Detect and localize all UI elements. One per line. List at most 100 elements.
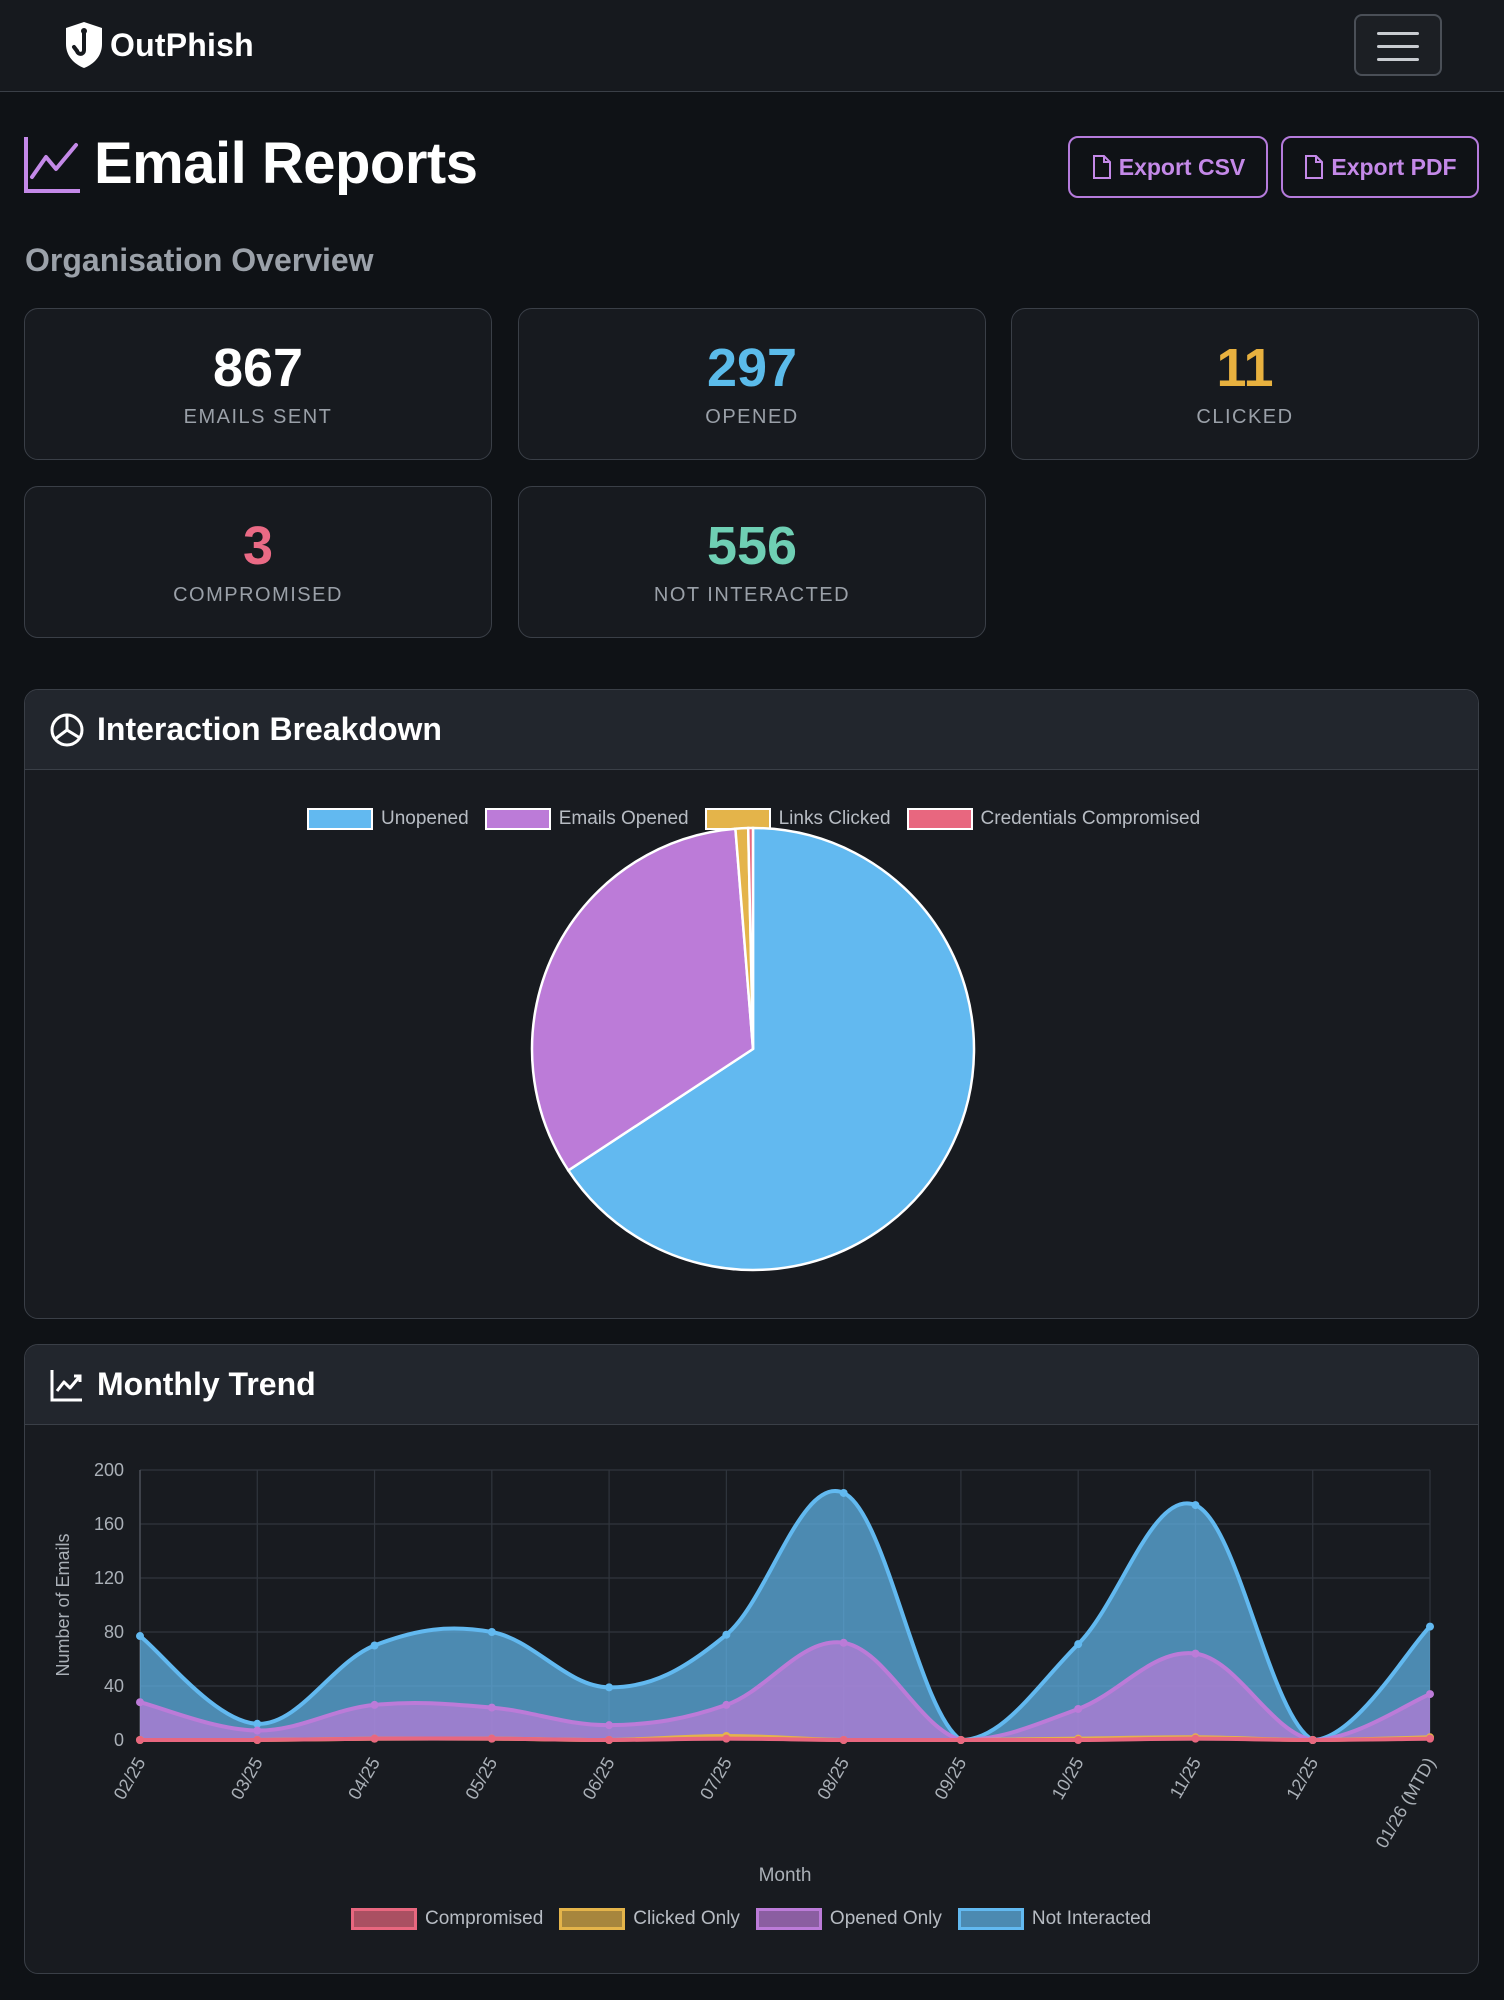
stat-card-compromised: 3 COMPROMISED [24, 486, 492, 638]
pie-legend-item[interactable]: Emails Opened [484, 808, 689, 830]
stat-value: 556 [706, 516, 798, 576]
menu-button[interactable] [1354, 14, 1442, 76]
legend-label: Clicked Only [633, 1908, 740, 1929]
stat-label: COMPROMISED [173, 584, 343, 606]
y-tick-label: 80 [104, 1622, 124, 1642]
export-pdf-label: Export PDF [1331, 153, 1457, 180]
brand[interactable]: OutPhish [62, 20, 254, 70]
pie-slice-emails-opened[interactable] [530, 827, 755, 1173]
y-tick-label: 120 [94, 1568, 124, 1588]
legend-swatch [307, 808, 373, 830]
data-point-opened-only[interactable] [1191, 1649, 1200, 1658]
y-axis-title: Number of Emails [53, 1533, 73, 1676]
stat-value: 11 [1216, 338, 1274, 398]
data-point-compromised[interactable] [1191, 1734, 1200, 1743]
data-point-opened-only[interactable] [136, 1698, 144, 1707]
data-point-not-interacted[interactable] [839, 1488, 848, 1497]
legend-label: Credentials Compromised [980, 808, 1201, 829]
export-csv-label: Export CSV [1118, 153, 1246, 180]
legend-label: Opened Only [829, 1908, 942, 1929]
pie-slice-unopened[interactable] [566, 826, 976, 1272]
export-csv-button[interactable]: Export CSV [1068, 136, 1268, 198]
data-point-compromised[interactable] [1308, 1736, 1317, 1744]
x-axis-title: Month [759, 1865, 812, 1886]
brand-name: OutPhish [110, 26, 254, 63]
data-point-opened-only[interactable] [1074, 1704, 1083, 1713]
hamburger-line [1377, 45, 1419, 48]
stat-value: 867 [212, 338, 304, 398]
x-tick-label: 06/25 [579, 1754, 619, 1803]
data-point-compromised[interactable] [605, 1736, 614, 1744]
trend-legend-item[interactable]: Opened Only [755, 1908, 942, 1930]
data-point-compromised[interactable] [1074, 1736, 1083, 1744]
line-chart-icon [24, 136, 80, 193]
legend-swatch [351, 1908, 417, 1930]
y-tick-label: 0 [114, 1730, 124, 1750]
stat-value: 297 [706, 338, 798, 398]
legend-swatch [755, 1908, 822, 1930]
trend-title: Monthly Trend [97, 1366, 316, 1402]
hook-shield-icon [66, 22, 102, 68]
monthly-trend-panel: Monthly Trend 0 40 80 120 160 200 02/25 03/25 04… [24, 1344, 1479, 1974]
stat-label: CLICKED [1196, 406, 1294, 428]
area-fill-opened-only [140, 1642, 1430, 1740]
data-point-opened-only[interactable] [370, 1700, 379, 1709]
data-point-opened-only[interactable] [722, 1700, 731, 1709]
data-point-not-interacted[interactable] [722, 1630, 731, 1639]
data-point-compromised[interactable] [370, 1734, 379, 1743]
legend-label: Emails Opened [558, 808, 689, 829]
stat-label: NOT INTERACTED [653, 584, 851, 606]
page-title: Email Reports [94, 131, 478, 196]
trend-chart: 0 40 80 120 160 200 02/25 03/25 04/25 05/25 06/25 0… [53, 1460, 1440, 1886]
data-point-not-interacted[interactable] [487, 1628, 496, 1636]
y-tick-label: 40 [104, 1676, 124, 1696]
series-line-compromised[interactable] [140, 1736, 1431, 1743]
data-point-compromised[interactable] [722, 1734, 731, 1743]
data-point-compromised[interactable] [956, 1736, 965, 1744]
data-point-opened-only[interactable] [1426, 1690, 1434, 1699]
export-pdf-button[interactable]: Export PDF [1281, 136, 1479, 198]
data-point-opened-only[interactable] [487, 1703, 496, 1712]
hamburger-menu-icon [1377, 32, 1419, 35]
data-point-not-interacted[interactable] [1191, 1501, 1200, 1510]
data-point-compromised[interactable] [253, 1736, 262, 1744]
data-point-compromised[interactable] [136, 1736, 144, 1744]
data-point-not-interacted[interactable] [370, 1641, 379, 1650]
data-point-not-interacted[interactable] [253, 1719, 262, 1728]
data-point-compromised[interactable] [839, 1736, 848, 1744]
x-tick-label: 09/25 [931, 1754, 971, 1803]
data-point-opened-only[interactable] [605, 1721, 614, 1730]
stat-card-opened: 297 OPENED [518, 308, 986, 460]
data-point-not-interacted[interactable] [1426, 1622, 1434, 1631]
data-point-compromised[interactable] [487, 1734, 496, 1743]
data-point-compromised[interactable] [1426, 1734, 1434, 1743]
legend-swatch [484, 808, 551, 830]
x-tick-label: 10/25 [1048, 1754, 1088, 1803]
data-point-not-interacted[interactable] [1074, 1640, 1083, 1649]
stat-label: OPENED [705, 406, 799, 428]
stat-card-clicked: 11 CLICKED [1011, 308, 1479, 460]
pdf-file-icon [1305, 155, 1324, 179]
data-point-not-interacted[interactable] [136, 1632, 144, 1641]
pie-slice-credentials-compromised[interactable] [746, 826, 755, 1050]
data-point-opened-only[interactable] [839, 1638, 848, 1647]
pie-legend: Unopened Emails Opened Links Clicked Creden… [307, 808, 1216, 830]
overview-subtitle: Organisation Overview [25, 242, 374, 278]
breakdown-title: Interaction Breakdown [97, 711, 442, 747]
pie-chart [530, 826, 976, 1272]
trend-legend-item[interactable]: Not Interacted [957, 1908, 1151, 1930]
series-line-opened-only[interactable] [139, 1640, 1431, 1743]
top-navbar: OutPhish [0, 0, 1504, 92]
trend-legend-item[interactable]: Compromised [351, 1908, 543, 1930]
data-point-not-interacted[interactable] [605, 1683, 614, 1692]
y-tick-label: 160 [94, 1514, 124, 1534]
pie-legend-item[interactable]: Credentials Compromised [906, 808, 1201, 830]
page-header: Email Reports [22, 130, 478, 197]
csv-file-icon [1092, 155, 1111, 179]
data-point-opened-only[interactable] [253, 1726, 262, 1735]
trend-legend-item[interactable]: Clicked Only [559, 1908, 740, 1930]
pie-legend-item[interactable]: Unopened [307, 808, 469, 830]
legend-label: Unopened [381, 808, 469, 829]
x-tick-label: 01/26 (MTD) [1372, 1754, 1440, 1851]
x-tick-label: 08/25 [813, 1754, 853, 1803]
